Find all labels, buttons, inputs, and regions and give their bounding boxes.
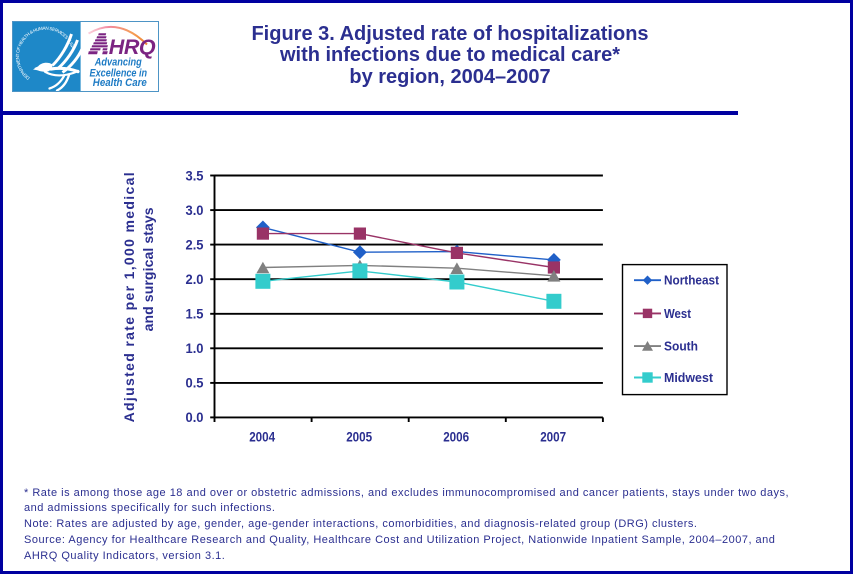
svg-text:West: West [664,306,692,321]
svg-text:2004: 2004 [249,428,275,444]
svg-text:2005: 2005 [346,428,372,444]
svg-text:0.5: 0.5 [186,375,204,391]
svg-text:1.5: 1.5 [186,306,204,322]
svg-text:Advancing Excellence in: Advancing Excellence in Health Care [90,57,151,90]
svg-text:0.0: 0.0 [186,409,204,425]
svg-text:Northeast: Northeast [664,273,720,288]
svg-text:2007: 2007 [540,428,566,444]
svg-text:South: South [664,339,698,354]
svg-text:Midwest: Midwest [664,370,714,385]
svg-text:Adjusted rate per 1,000 medica: Adjusted rate per 1,000 medical [121,172,137,422]
svg-text:3.0: 3.0 [186,202,204,218]
svg-text:3.5: 3.5 [186,167,204,183]
svg-text:2.5: 2.5 [186,236,204,252]
svg-text:2.0: 2.0 [186,271,204,287]
svg-text:1.0: 1.0 [186,340,204,356]
svg-text:2006: 2006 [443,428,469,444]
svg-text:HRQ: HRQ [109,35,156,59]
svg-text:and surgical stays: and surgical stays [140,207,156,331]
